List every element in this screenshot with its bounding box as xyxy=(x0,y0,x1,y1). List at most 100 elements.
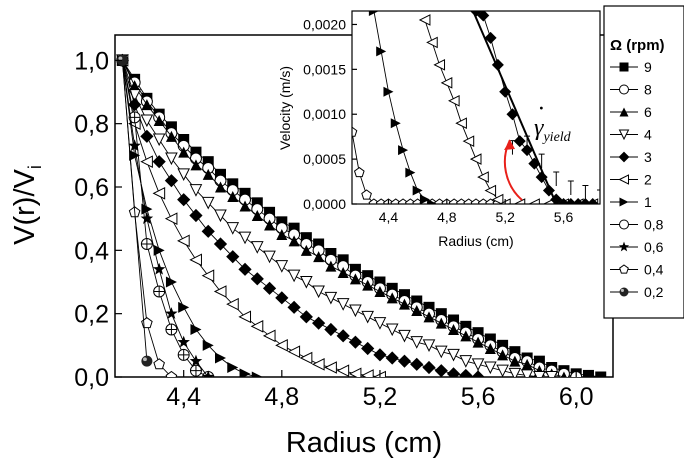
main-x-tick-label: 6,0 xyxy=(559,383,594,411)
main-series-4-point xyxy=(177,168,190,181)
main-series-3-point xyxy=(152,155,166,169)
legend-label: 0,2 xyxy=(644,284,664,300)
main-plot-marks xyxy=(115,53,607,377)
main-series-1-point xyxy=(214,352,226,364)
inset-series-3-point xyxy=(484,31,497,44)
main-series-6-point xyxy=(264,219,276,231)
main-series-4-point xyxy=(152,133,166,147)
inset-series-0-8-point xyxy=(353,166,365,178)
inset-series-1-point xyxy=(368,11,379,16)
main-series-9-point xyxy=(497,339,509,351)
svg-text:·: · xyxy=(538,96,544,122)
main-series-9-line xyxy=(122,60,601,377)
main-plot-axes: 4,4 4,8 5,2 5,6 6,0 0,0 0,2 0,4 0,6 0,8 1,0 xyxy=(74,47,593,411)
main-series-9-point xyxy=(484,333,496,345)
inset-y-tick-label: 0,0020 xyxy=(303,16,346,32)
legend-marker xyxy=(619,197,629,207)
main-series-3-point xyxy=(140,129,154,143)
main-series-9-point xyxy=(374,276,386,288)
legend-label: 3 xyxy=(644,149,652,165)
main-series-3-point xyxy=(213,237,228,251)
main-series-4-point xyxy=(201,196,215,210)
main-series-2-point xyxy=(201,269,215,282)
main-series-9-point xyxy=(251,197,263,209)
main-y-tick-label: 0,2 xyxy=(74,301,109,329)
main-series-3-point xyxy=(164,174,179,188)
main-series-6-point xyxy=(239,200,251,212)
legend-marker xyxy=(619,264,629,274)
main-series-4-point xyxy=(226,222,240,235)
main-series-0-6-point xyxy=(177,335,190,348)
main-series-4-point xyxy=(238,231,252,245)
main-series-6-point xyxy=(398,298,410,310)
main-series-1-point xyxy=(165,276,177,288)
legend-label: 2 xyxy=(644,172,652,188)
main-series-9-point xyxy=(386,282,398,294)
inset-series-1-point xyxy=(383,86,394,97)
main-series-9-point xyxy=(460,320,472,332)
main-series-2-point xyxy=(140,155,153,168)
inset-series-3-point xyxy=(470,11,482,17)
main-series-9-point xyxy=(509,346,521,358)
legend-marker xyxy=(619,84,629,95)
main-series-6-point xyxy=(337,267,349,278)
main-series-0-2-point xyxy=(141,355,153,367)
main-series-1-point xyxy=(227,362,239,373)
legend-marker xyxy=(618,241,630,252)
legend-marker xyxy=(619,62,629,72)
legend-label: 9 xyxy=(644,59,652,75)
main-series-3-point xyxy=(262,281,277,295)
main-series-6-point xyxy=(300,244,312,256)
main-series-9-point xyxy=(276,216,288,228)
main-series-4-point xyxy=(385,323,399,337)
main-y-tick-label: 0,8 xyxy=(74,111,109,139)
main-series-2-point xyxy=(262,329,276,343)
main-series-0-6-point xyxy=(140,212,154,225)
main-series-1-point xyxy=(178,301,190,313)
main-series-9-point xyxy=(264,206,276,218)
inset-series-2-point xyxy=(462,135,475,147)
main-series-9-point xyxy=(435,308,447,320)
main-series-6-point xyxy=(411,305,423,316)
legend-marker xyxy=(619,287,629,297)
legend-entry: 4 xyxy=(610,127,652,143)
main-series-6-point xyxy=(509,355,521,367)
inset-plot-axes: 4,4 4,8 5,2 5,6 0,0000 0,0005 0,0010 0,0015 0,00… xyxy=(303,16,573,225)
main-series-0-2-line xyxy=(121,60,148,362)
main-series-3-point xyxy=(201,224,215,238)
main-series-9-point xyxy=(398,289,410,301)
main-series-3-point xyxy=(385,351,399,365)
inset-x-tick-label: 5,6 xyxy=(554,209,574,225)
main-series-6-point xyxy=(484,343,496,354)
main-series-4-point xyxy=(447,348,460,362)
main-series-6-point xyxy=(325,260,337,272)
main-series-1-point xyxy=(202,339,214,351)
main-series-0-6-point xyxy=(165,307,178,320)
main-series-3-point xyxy=(226,250,240,264)
main-series-4-point xyxy=(533,371,546,377)
legend-entry: 3 xyxy=(610,149,652,165)
inset-series-2-point xyxy=(418,14,431,26)
main-series-0-8-point xyxy=(177,348,190,361)
main-series-9-point xyxy=(190,146,202,158)
legend-marker xyxy=(618,151,630,163)
main-x-tick-label: 5,2 xyxy=(363,383,398,411)
legend-entry: 6 xyxy=(610,104,652,120)
inset-error-bar xyxy=(582,185,589,200)
inset-y-tick-label: 0,0015 xyxy=(303,61,346,77)
main-series-0-8-point xyxy=(140,238,153,250)
main-series-3-point xyxy=(312,316,326,330)
main-series-6-point xyxy=(521,358,533,370)
main-series-6-point xyxy=(435,317,447,329)
main-series-3-point xyxy=(324,322,338,337)
inset-series-3-point xyxy=(491,58,504,71)
main-series-6-point xyxy=(561,371,567,377)
inset-y-axis-label: Velocity (m/s) xyxy=(277,66,293,150)
main-series-6-point xyxy=(214,181,226,193)
main-series-9-point xyxy=(300,232,312,244)
main-series-3-point xyxy=(459,368,473,377)
main-series-9-point xyxy=(165,121,177,133)
main-series-2-point xyxy=(189,253,202,267)
main-x-tick-label: 4,8 xyxy=(264,383,299,411)
main-series-4-point xyxy=(434,345,448,359)
